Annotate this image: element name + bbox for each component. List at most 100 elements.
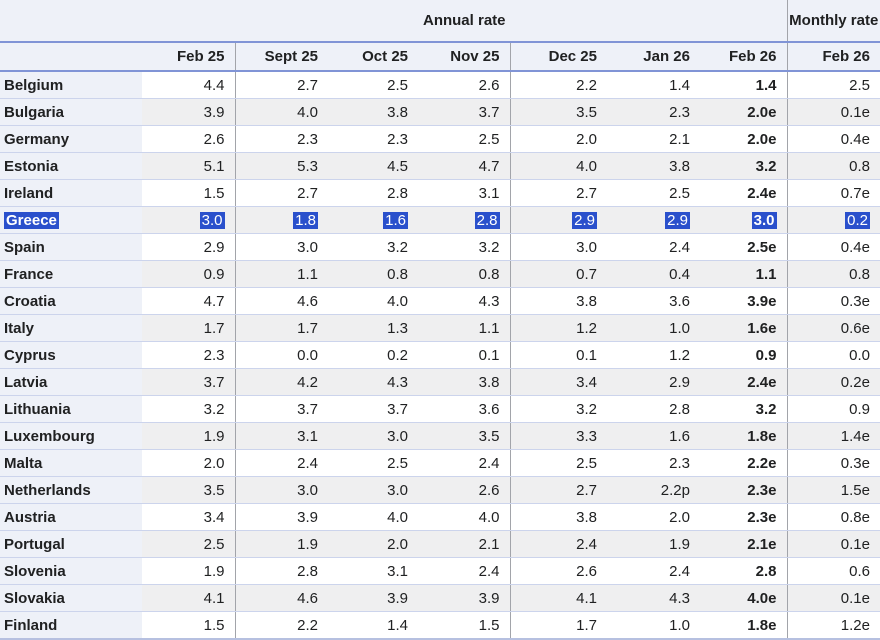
annual-rate-cell: 3.0 (328, 422, 418, 450)
annual-rate-cell: 1.6 (328, 206, 418, 234)
annual-rate-cell: 3.7 (142, 368, 236, 396)
annual-rate-cell: 3.5 (418, 422, 511, 450)
annual-rate-cell: 2.7 (510, 476, 607, 504)
monthly-rate-cell: 1.4e (786, 422, 880, 450)
annual-rate-cell: 4.7 (142, 287, 236, 315)
annual-rate-cell: 2.3 (235, 125, 328, 153)
annual-rate-cell: 2.9 (607, 206, 700, 234)
annual-rate-cell: 2.0 (607, 503, 700, 531)
annual-rate-cell: 2.7 (235, 179, 328, 207)
annual-rate-cell: 3.2 (700, 152, 788, 180)
annual-rate-cell: 2.4 (418, 449, 511, 477)
monthly-rate-cell: 0.8e (786, 503, 880, 531)
monthly-rate-cell: 0.1e (786, 98, 880, 126)
annual-rate-cell: 1.8e (700, 422, 788, 450)
monthly-rate-cell: 1.5e (786, 476, 880, 504)
monthly-rate-cell: 0.8 (786, 152, 880, 180)
annual-rate-group-header: Annual rate (142, 0, 787, 43)
annual-rate-cell: 1.8 (235, 206, 328, 234)
annual-rate-cell: 2.3e (700, 476, 788, 504)
selection-highlight: 3.0 (751, 211, 777, 229)
table-row: Belgium 4.4 2.7 2.5 2.6 2.2 1.4 1.4 2.5 (0, 71, 880, 99)
annual-rate-cell: 2.1 (418, 530, 511, 558)
annual-rate-cell: 2.6 (418, 71, 511, 99)
annual-rate-cell: 3.4 (142, 503, 236, 531)
table-row: Germany 2.6 2.3 2.3 2.5 2.0 2.1 2.0e 0.4e (0, 125, 880, 153)
country-cell-slovakia: Slovakia (0, 584, 142, 612)
table-row: Lithuania 3.2 3.7 3.7 3.6 3.2 2.8 3.2 0.9 (0, 395, 880, 423)
selection-highlight: 1.6 (383, 211, 408, 229)
annual-rate-cell: 4.5 (328, 152, 418, 180)
selection-highlight: 0.2 (845, 211, 870, 229)
annual-rate-cell: 2.7 (235, 71, 328, 99)
table-row: Austria 3.4 3.9 4.0 4.0 3.8 2.0 2.3e 0.8e (0, 503, 880, 531)
annual-rate-cell: 3.1 (328, 557, 418, 585)
annual-rate-cell: 0.0 (235, 341, 328, 369)
annual-rate-cell: 1.1 (700, 260, 788, 288)
annual-rate-cell: 4.1 (142, 584, 236, 612)
table-row: Slovenia 1.9 2.8 3.1 2.4 2.6 2.4 2.8 0.6 (0, 557, 880, 585)
annual-rate-cell: 2.9 (607, 368, 700, 396)
annual-rate-cell: 1.9 (607, 530, 700, 558)
annual-rate-cell: 2.0 (328, 530, 418, 558)
country-cell-netherlands: Netherlands (0, 476, 142, 504)
column-header-monthly-feb-26: Feb 26 (786, 42, 880, 72)
annual-rate-cell: 2.8 (328, 179, 418, 207)
annual-rate-cell: 4.7 (418, 152, 511, 180)
annual-rate-cell: 1.1 (418, 314, 511, 342)
annual-rate-cell: 2.0 (510, 125, 607, 153)
annual-rate-cell: 2.6 (510, 557, 607, 585)
annual-rate-cell: 2.0 (142, 449, 236, 477)
annual-rate-cell: 4.4 (142, 71, 236, 99)
annual-rate-cell: 2.6 (418, 476, 511, 504)
country-cell-lithuania: Lithuania (0, 395, 142, 423)
annual-rate-cell: 2.4 (418, 557, 511, 585)
annual-rate-cell: 3.2 (142, 395, 236, 423)
monthly-rate-cell: 0.9 (786, 395, 880, 423)
annual-rate-cell: 2.5 (510, 449, 607, 477)
annual-rate-cell: 4.0 (235, 98, 328, 126)
annual-rate-cell: 2.6 (142, 125, 236, 153)
annual-rate-cell: 3.0 (328, 476, 418, 504)
annual-rate-cell: 3.9 (328, 584, 418, 612)
month-header-row: Feb 25 Sept 25 Oct 25 Nov 25 Dec 25 Jan 26 Feb… (0, 42, 880, 72)
annual-rate-cell: 3.2 (700, 395, 788, 423)
annual-rate-cell: 4.3 (328, 368, 418, 396)
table-row: Portugal 2.5 1.9 2.0 2.1 2.4 1.9 2.1e 0.1e (0, 530, 880, 558)
annual-rate-cell: 1.2 (510, 314, 607, 342)
annual-rate-cell: 3.0 (235, 476, 328, 504)
selection-highlight: 1.8 (293, 211, 318, 229)
annual-rate-cell: 3.3 (510, 422, 607, 450)
column-header-annual-sept-25: Sept 25 (235, 42, 328, 72)
annual-rate-cell: 2.7 (510, 179, 607, 207)
table-header: Annual rate Monthly rate Feb 25 Sept 25 Oc… (0, 0, 880, 72)
table-row: Luxembourg 1.9 3.1 3.0 3.5 3.3 1.6 1.8e 1.4e (0, 422, 880, 450)
annual-rate-cell: 4.6 (235, 287, 328, 315)
annual-rate-cell: 4.2 (235, 368, 328, 396)
annual-rate-cell: 0.7 (510, 260, 607, 288)
country-cell-slovenia: Slovenia (0, 557, 142, 585)
annual-rate-cell: 0.8 (328, 260, 418, 288)
country-cell-austria: Austria (0, 503, 142, 531)
annual-rate-cell: 2.2p (607, 476, 700, 504)
table-row: Ireland 1.5 2.7 2.8 3.1 2.7 2.5 2.4e 0.7e (0, 179, 880, 207)
monthly-rate-cell: 0.3e (786, 449, 880, 477)
annual-rate-cell: 2.9 (510, 206, 607, 234)
annual-rate-cell: 2.8 (418, 206, 511, 234)
selection-highlight: 2.8 (474, 211, 500, 229)
table-row: Croatia 4.7 4.6 4.0 4.3 3.8 3.6 3.9e 0.3e (0, 287, 880, 315)
column-header-annual-feb-26: Feb 26 (700, 42, 788, 72)
annual-rate-cell: 0.4 (607, 260, 700, 288)
annual-rate-cell: 2.0e (700, 98, 788, 126)
table-row: Italy 1.7 1.7 1.3 1.1 1.2 1.0 1.6e 0.6e (0, 314, 880, 342)
country-cell-bulgaria: Bulgaria (0, 98, 142, 126)
annual-rate-cell: 4.0 (510, 152, 607, 180)
country-cell-estonia: Estonia (0, 152, 142, 180)
annual-rate-cell: 0.8 (418, 260, 511, 288)
annual-rate-cell: 4.1 (510, 584, 607, 612)
table-row: Spain 2.9 3.0 3.2 3.2 3.0 2.4 2.5e 0.4e (0, 233, 880, 261)
annual-rate-cell: 1.1 (235, 260, 328, 288)
monthly-rate-cell: 0.7e (786, 179, 880, 207)
annual-rate-cell: 1.4 (607, 71, 700, 99)
